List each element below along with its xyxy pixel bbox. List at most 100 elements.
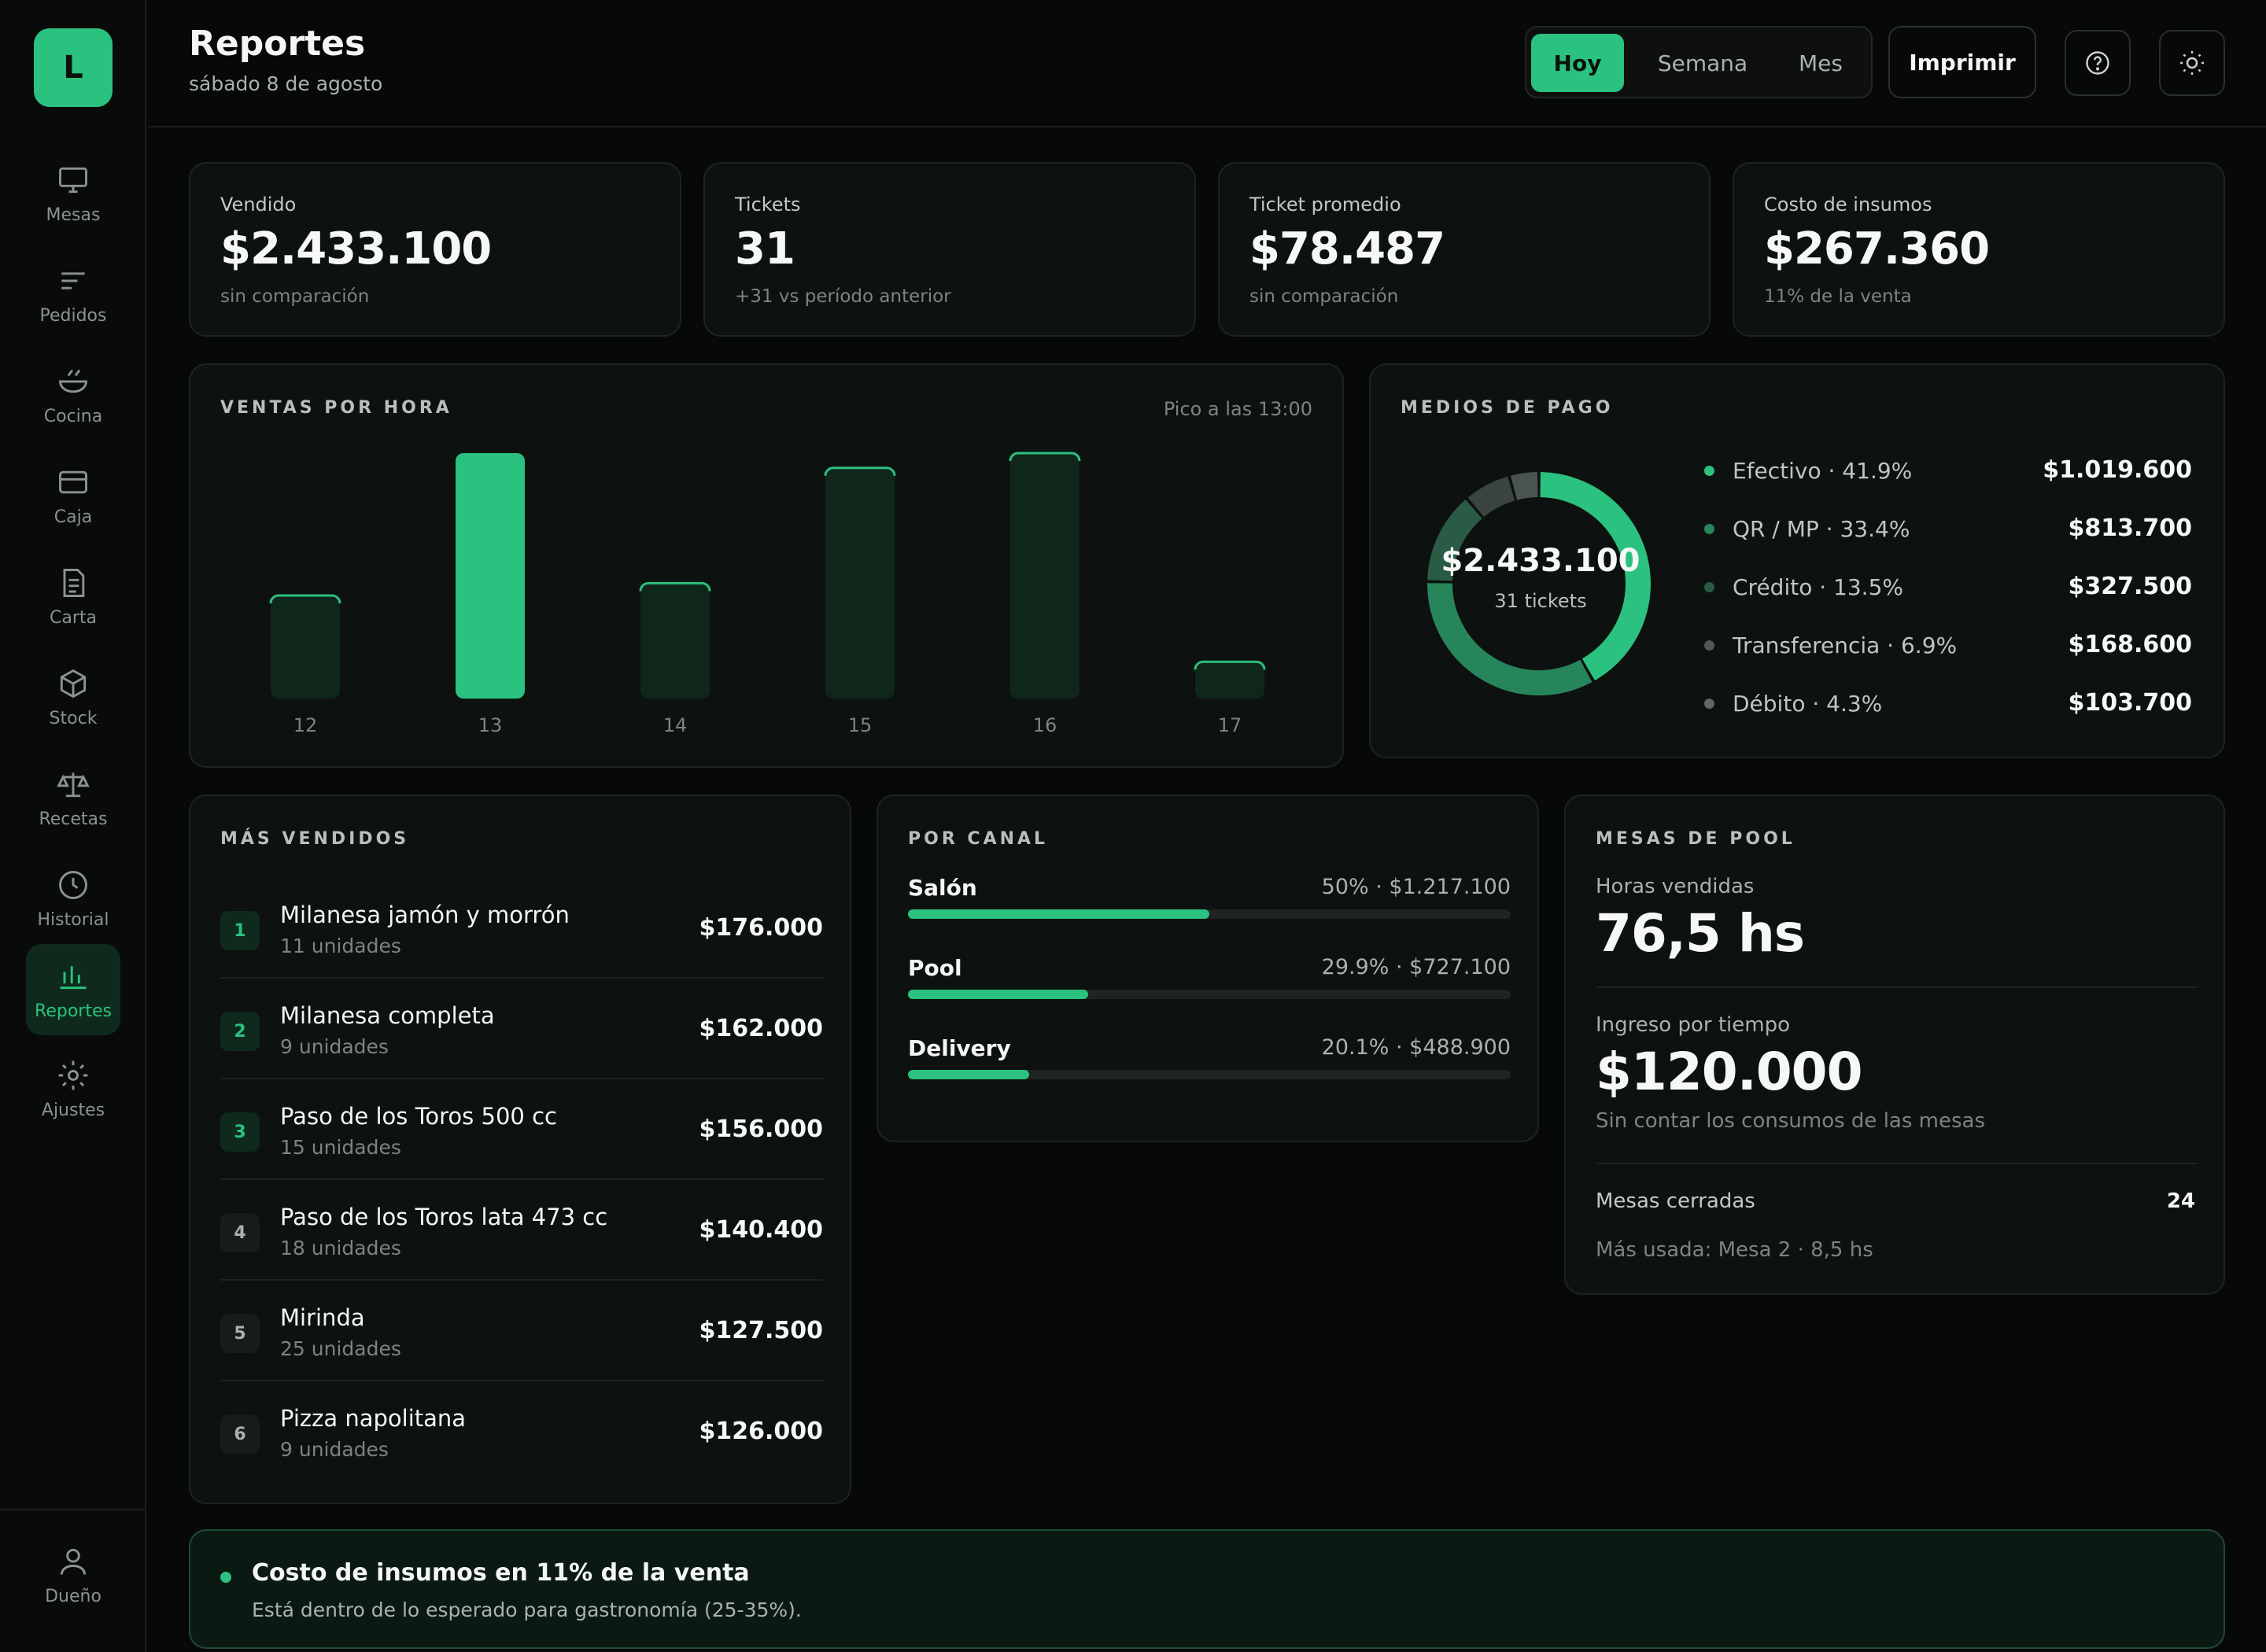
bar-15[interactable] [825,467,895,699]
payment-amount: $103.700 [2068,689,2192,717]
channels-card: POR CANAL Salón 50% · $1.217.100 Pool 29… [877,795,1539,1142]
monitor-icon [59,167,87,193]
rank-badge: 5 [220,1314,260,1353]
donut-slice-qr-mp[interactable] [1427,583,1592,695]
product-name: Mirinda [280,1304,365,1331]
rank-badge: 3 [220,1112,260,1152]
sidebar: L Mesas Pedidos Cocina Caja Carta Stock … [0,0,146,1652]
list-icon [61,271,85,289]
app-logo[interactable]: L [34,28,113,107]
sidebar-item-label: Mesas [46,205,101,225]
channel-row-salon: Salón 50% · $1.217.100 [908,875,1511,938]
stat-label: Vendido [220,194,297,216]
bar-17[interactable] [1195,662,1264,699]
tick-label-17: 17 [1218,714,1242,736]
channel-meta: 50% · $1.217.100 [1321,875,1511,899]
channel-row-delivery: Delivery 20.1% · $488.900 [908,1035,1511,1098]
stat-value: 31 [735,223,795,275]
legend-dot [1704,524,1714,534]
bar-13[interactable] [456,453,525,699]
channel-bar-track [908,990,1511,999]
donut-slice-transferencia[interactable] [1467,476,1515,518]
donut-slice-cr-dito[interactable] [1427,500,1482,581]
legend-dot [1704,466,1714,476]
sidebar-item-ajustes[interactable]: Ajustes [26,1043,120,1134]
sidebar-item-recetas[interactable]: Recetas [26,752,120,843]
channel-name: Delivery [908,1035,1011,1061]
top-seller-row[interactable]: 2 Milanesa completa 9 unidades $162.000 [220,979,823,1079]
sidebar-item-stock[interactable]: Stock [26,651,120,743]
sidebar-item-mesas[interactable]: Mesas [26,148,120,239]
sidebar-item-cocina[interactable]: Cocina [26,349,120,441]
top-seller-row[interactable]: 5 Mirinda 25 unidades $127.500 [220,1281,823,1381]
hourly-sales-card: VENTAS POR HORA Pico a las 13:00 12 13 14 1… [189,363,1344,768]
top-sellers-card: MÁS VENDIDOS 1 Milanesa jamón y morrón 1… [189,795,851,1504]
sidebar-item-carta[interactable]: Carta [26,551,120,642]
product-name: Paso de los Toros 500 cc [280,1103,557,1130]
rank-badge: 2 [220,1012,260,1051]
stat-value: $267.360 [1764,223,1990,275]
legend-dot [1704,582,1714,592]
sidebar-item-dueno[interactable]: Dueño [26,1529,120,1621]
donut-slice-d-bito[interactable] [1511,472,1538,500]
payment-donut-chart [1427,472,1651,695]
stat-value: $78.487 [1249,223,1445,275]
theme-toggle-button[interactable] [2159,30,2225,96]
top-seller-row[interactable]: 3 Paso de los Toros 500 cc 15 unidades $… [220,1079,823,1180]
product-units: 11 unidades [280,935,401,957]
page-date: sábado 8 de agosto [189,72,383,95]
payment-name: Transferencia · 6.9% [1733,632,1958,658]
sidebar-item-label: Cocina [43,406,103,426]
period-semana-button[interactable]: Semana [1657,50,1748,76]
top-seller-row[interactable]: 6 Pizza napolitana 9 unidades $126.000 [220,1381,823,1482]
bar-16[interactable] [1010,453,1079,699]
tick-label-15: 15 [848,714,873,736]
sidebar-item-caja[interactable]: Caja [26,450,120,541]
stat-label: Tickets [735,194,801,216]
product-units: 18 unidades [280,1237,401,1259]
channel-bar-fill [908,990,1089,999]
help-circle-icon [2086,51,2109,75]
period-mes-button[interactable]: Mes [1799,50,1843,76]
product-units: 15 unidades [280,1136,401,1159]
payment-name: Débito · 4.3% [1733,691,1883,717]
sidebar-item-historial[interactable]: Historial [26,853,120,944]
bar-chart-icon [60,965,87,989]
payment-methods-card: MEDIOS DE PAGO $2.433.100 31 tickets Efe… [1369,363,2225,758]
product-name: Paso de los Toros lata 473 cc [280,1204,608,1230]
period-hoy-button[interactable]: Hoy [1531,34,1624,92]
section-title: MESAS DE POOL [1596,829,1795,849]
payment-name: QR / MP · 33.4% [1733,516,1910,542]
period-selector: Hoy Semana Mes [1525,26,1873,98]
pool-tables-card: MESAS DE POOL Horas vendidas 76,5 hs Ing… [1564,795,2225,1295]
payment-name: Efectivo · 41.9% [1733,458,1913,484]
sidebar-item-label: Pedidos [39,305,107,326]
payment-row-credito: Crédito · 13.5% $327.500 [1704,571,2192,603]
tick-label-12: 12 [293,714,318,736]
sidebar-item-label: Recetas [39,809,108,829]
sidebar-item-pedidos[interactable]: Pedidos [26,249,120,340]
product-amount: $127.500 [699,1317,823,1344]
insight-banner: Costo de insumos en 11% de la venta Está… [189,1529,2225,1649]
rank-badge: 4 [220,1213,260,1252]
payment-row-qr: QR / MP · 33.4% $813.700 [1704,513,2192,544]
product-amount: $140.400 [699,1216,823,1244]
help-button[interactable] [2065,30,2131,96]
sidebar-divider [0,1509,146,1510]
product-units: 9 unidades [280,1438,389,1461]
most-used-table: Más usada: Mesa 2 · 8,5 hs [1596,1238,1873,1262]
sidebar-item-label: Ajustes [41,1100,105,1120]
rank-badge: 1 [220,911,260,950]
top-seller-row[interactable]: 1 Milanesa jamón y morrón 11 unidades $1… [220,878,823,979]
bar-top-16 [1009,452,1081,462]
top-seller-row[interactable]: 4 Paso de los Toros lata 473 cc 18 unida… [220,1180,823,1281]
sidebar-item-reportes[interactable]: Reportes [26,944,120,1035]
income-note: Sin contar los consumos de las mesas [1596,1109,1986,1133]
donut-slice-efectivo[interactable] [1540,472,1651,681]
bar-14[interactable] [640,583,710,699]
bar-12[interactable] [271,595,340,699]
header-divider [148,126,2266,127]
print-button[interactable]: Imprimir [1888,26,2036,98]
hours-sold-label: Horas vendidas [1596,875,1755,898]
insight-text: Está dentro de lo esperado para gastrono… [252,1599,802,1621]
